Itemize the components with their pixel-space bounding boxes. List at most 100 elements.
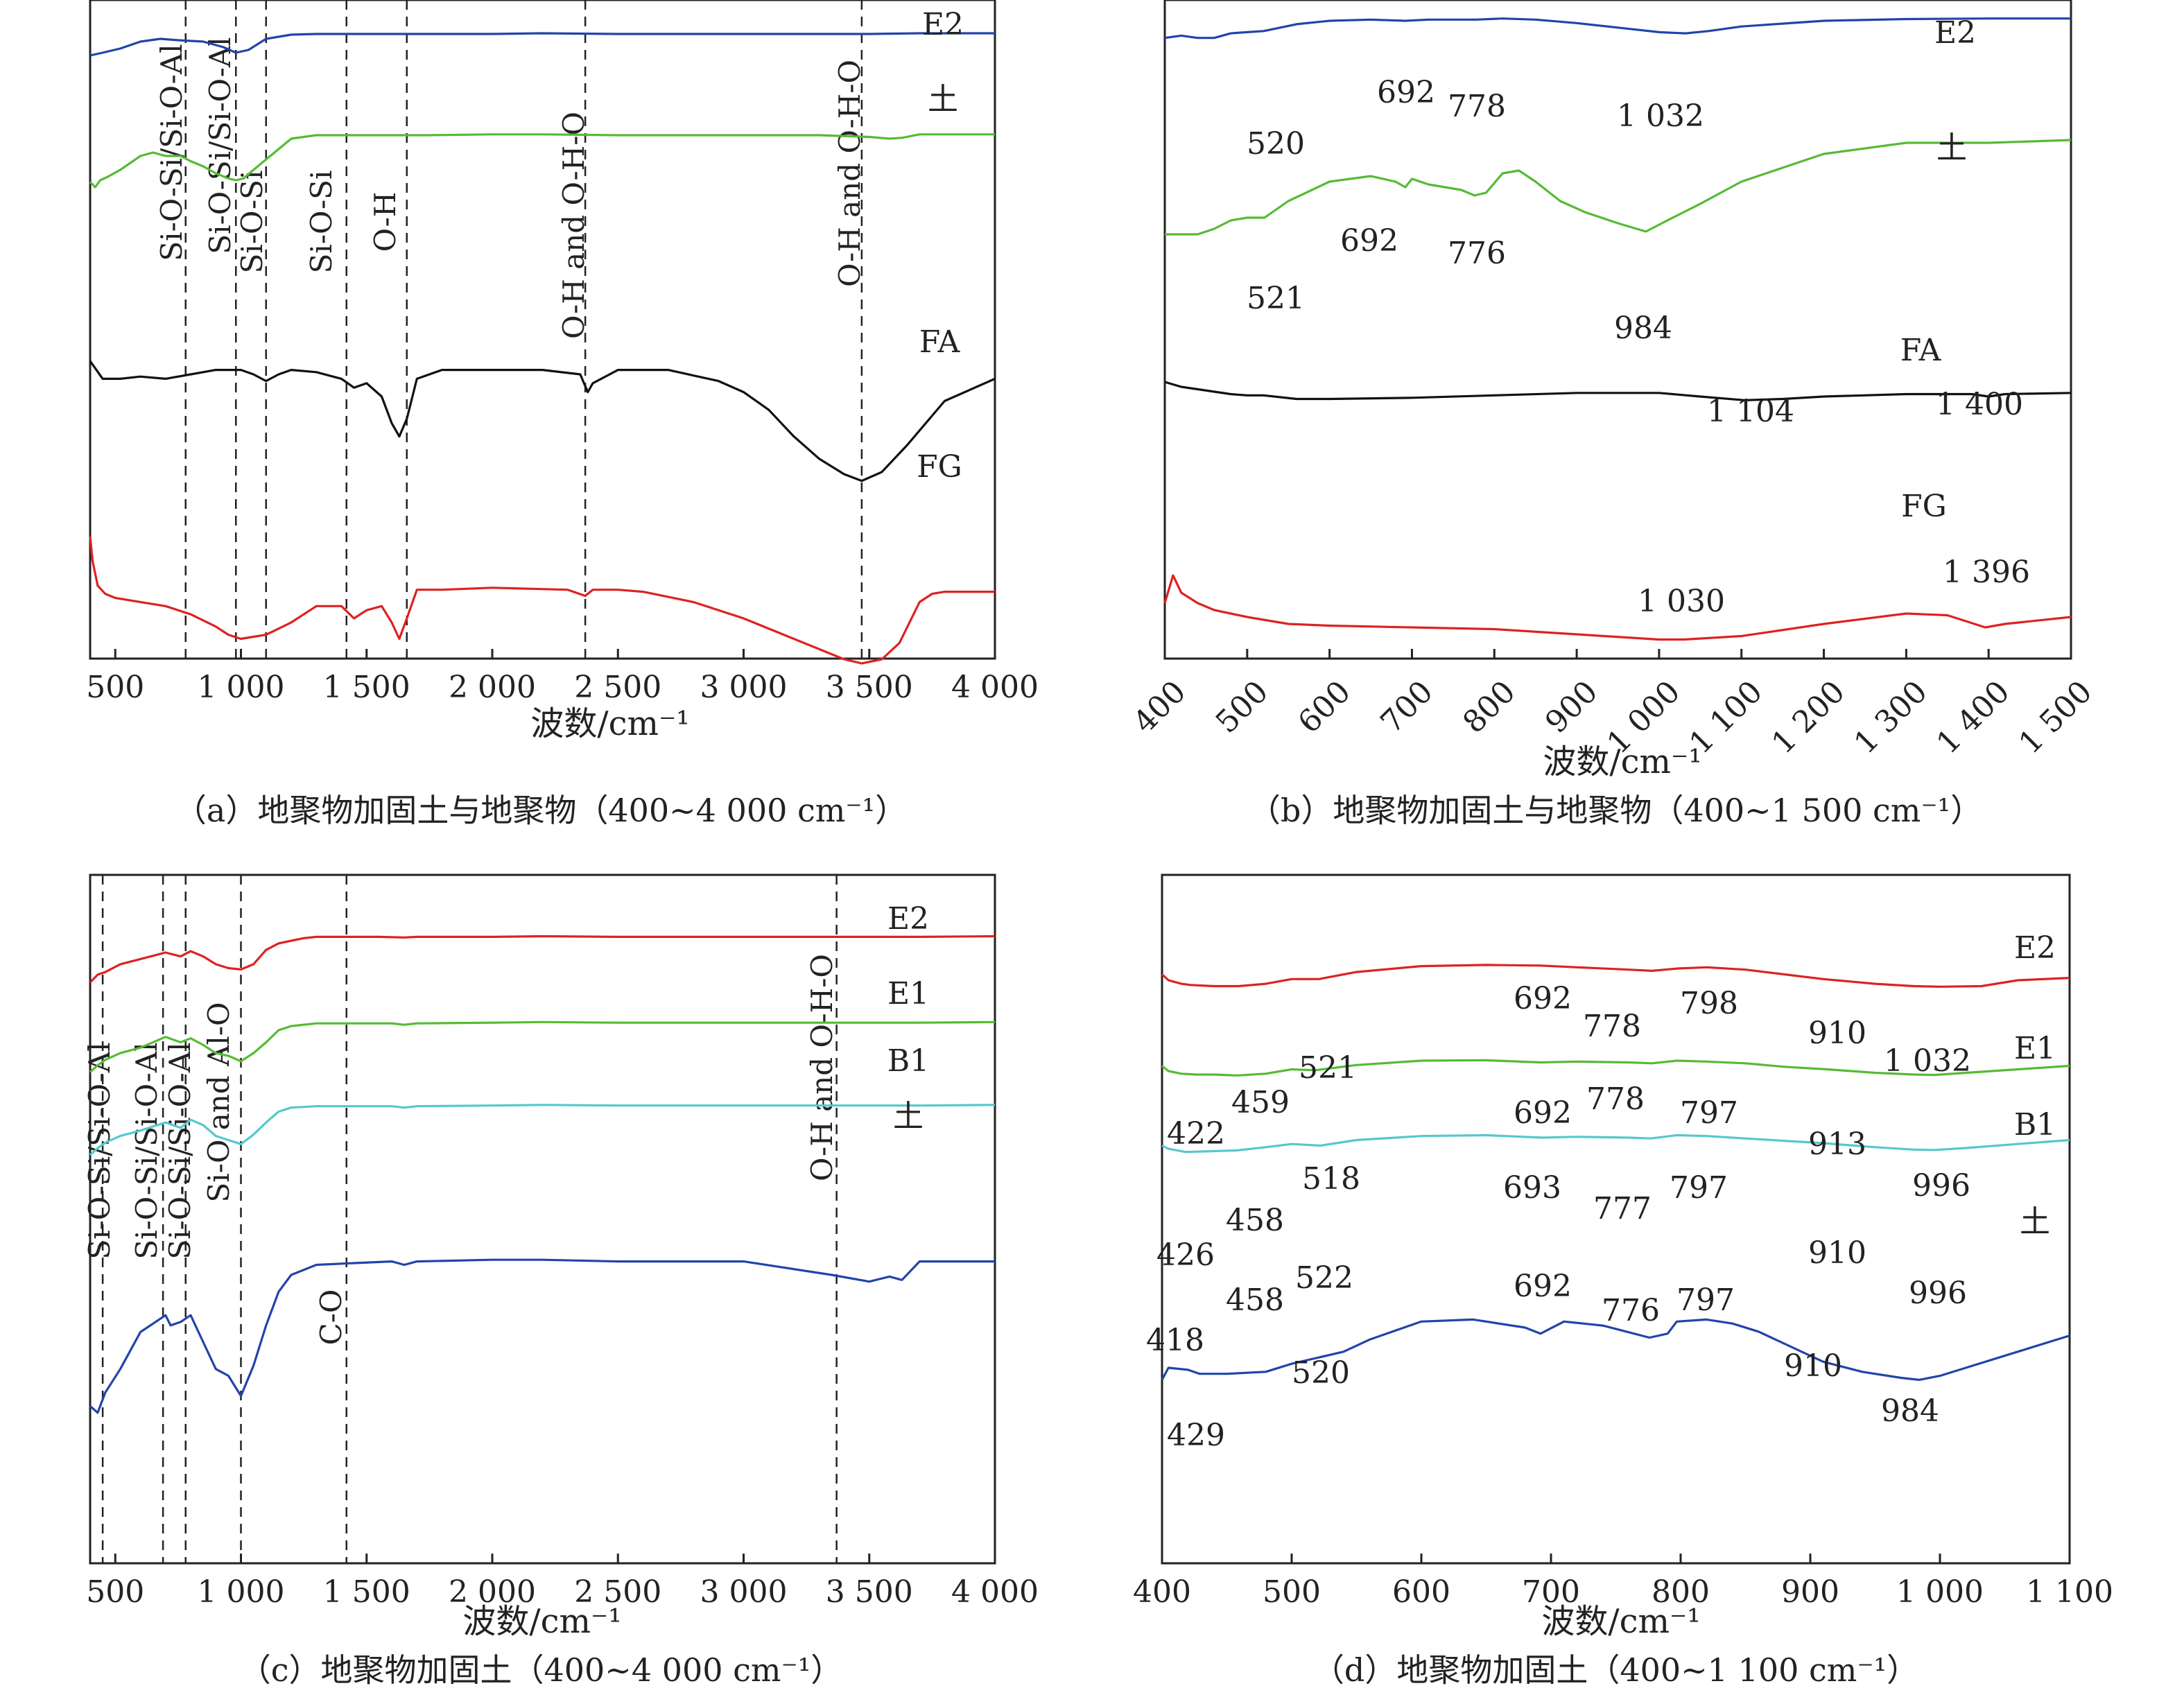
peak-label: 521 [1247,281,1305,316]
peak-label: 429 [1167,1418,1225,1453]
band-label: Si-O-Si/Si-O-Al [83,1042,116,1259]
x-tick-label: 2 500 [574,670,661,705]
x-axis-label: 波数/cm⁻¹ [1543,742,1701,781]
series-line-E1 [89,1020,996,1073]
peak-label: 910 [1808,1235,1866,1271]
panel-d: 400 500 600 700 800 900 1 000 1 100 波数/cm⁻¹ （d）地聚… [1133,873,2113,1689]
peak-label: 521 [1299,1050,1357,1086]
plot-frame [1161,873,2071,1565]
panel-caption: （b）地聚物加固土与地聚物（400~1 500 cm⁻¹） [1249,792,1982,829]
band-label: Si-O-Si/Si-O-Al [203,37,237,254]
series-line-土 [1161,1318,2070,1381]
peak-label: 692 [1514,981,1572,1016]
band-label: O-H and O-H-O [805,954,839,1181]
series-label: FG [1901,489,1947,524]
peak-label: 1 032 [1617,98,1704,134]
band-label: O-H [368,192,402,252]
series-label: FA [1900,333,1942,368]
peak-label: 797 [1676,1283,1735,1318]
peak-label: 692 [1514,1269,1572,1304]
series-label: E2 [922,7,964,42]
band-label: Si-O-Si [304,171,338,274]
series-label: E1 [887,976,929,1011]
band-label: Si-O and Al-O [202,1002,236,1203]
x-tick-label: 700 [1373,674,1439,740]
band-label: Si-O-Si/Si-O-Al [155,44,189,261]
peak-label: 797 [1680,1095,1738,1131]
series-line-E1 [1161,1059,2070,1077]
peak-label: 422 [1167,1116,1225,1151]
peak-label: 777 [1593,1191,1652,1226]
series-line-FG [1163,574,2072,641]
series-line-B1 [1161,1133,2070,1154]
x-tick-label: 1 500 [2012,674,2099,760]
x-tick-label: 2 000 [449,670,536,705]
series-label: 土 [928,82,958,117]
peak-label: 693 [1503,1170,1561,1206]
panel-caption: （c）地聚物加固土（400~4 000 cm⁻¹） [239,1651,843,1689]
band-label: Si-O-Si/Si-O-Al [163,1042,197,1259]
x-tick-label: 1 500 [323,1574,410,1610]
series-line-E2 [89,935,996,984]
panel-a: 500 1 000 1 500 2 000 2 500 3 000 3 500 4 000 波数… [86,0,1039,829]
peak-label: 913 [1808,1127,1866,1162]
x-tick-label: 700 [1522,1574,1580,1610]
peak-label: 996 [1912,1168,1970,1203]
peak-label: 1 400 [1936,387,2023,422]
plot-frame [1163,0,2072,660]
x-tick-label: 1 300 [1848,674,1934,760]
peak-label: 518 [1302,1161,1360,1197]
series-line-FA [1164,381,2072,401]
panel-c: 500 1 000 1 500 2 000 2 500 3 000 3 500 4 000 波数… [83,873,1039,1689]
x-tick-label: 3 000 [700,1574,788,1610]
series-line-FG [89,536,995,665]
peak-label: 1 396 [1943,555,2030,590]
peak-label: 984 [1614,311,1672,346]
x-tick-label: 4 000 [951,1574,1039,1610]
x-tick-label: 1 000 [198,1574,285,1610]
band-label: O-H and O-H-O [557,112,591,339]
x-tick-label: 1 500 [323,670,410,705]
series-line-E2 [1161,964,2070,988]
plot-frame [89,873,996,1565]
series-line-E2 [1164,17,2071,40]
x-tick-label: 500 [1209,674,1275,740]
x-tick-label: 500 [86,670,144,705]
series-line-B1 [89,1104,996,1156]
x-tick-label: 1 400 [1930,674,2016,760]
x-tick-label: 3 000 [700,670,788,705]
series-label: B1 [2014,1107,2056,1142]
x-tick-label: 1 100 [2026,1574,2113,1610]
peak-label: 778 [1448,89,1506,124]
x-tick-label: 900 [1539,674,1604,740]
peak-label: 797 [1670,1170,1728,1206]
series-line-E2 [89,32,995,57]
series-line-FA [89,360,996,483]
series-label: 土 [2020,1204,2050,1240]
peak-label: 692 [1377,75,1435,110]
series-label: E2 [2014,930,2056,966]
peak-label: 776 [1602,1293,1660,1328]
series-line-土 [89,1258,995,1414]
x-tick-label: 400 [1133,1574,1191,1610]
peak-label: 984 [1881,1393,1939,1429]
x-tick-label: 800 [1652,1574,1710,1610]
peak-label: 459 [1231,1085,1290,1120]
series-label: E1 [2014,1031,2056,1066]
x-axis-label: 波数/cm⁻¹ [462,1602,621,1641]
panel-caption: （a）地聚物加固土与地聚物（400~4 000 cm⁻¹） [175,792,907,829]
x-axis-label: 波数/cm⁻¹ [530,704,689,743]
x-tick-label: 2 000 [449,1574,536,1610]
series-label: B1 [887,1043,929,1079]
peak-label: 1 104 [1707,394,1794,429]
x-tick-label: 2 500 [574,1574,661,1610]
band-label: Si-O-Si [235,171,269,274]
series-label: E2 [887,901,929,937]
peak-label: 910 [1808,1016,1866,1051]
plot-frame [89,0,996,660]
peak-label: 798 [1680,986,1738,1021]
peak-label: 1 032 [1884,1043,1971,1079]
peak-label: 520 [1292,1355,1350,1391]
series-label: 土 [893,1099,924,1134]
